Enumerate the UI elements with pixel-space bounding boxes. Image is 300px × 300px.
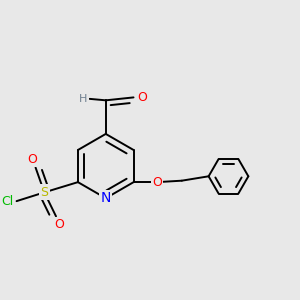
Text: O: O (27, 153, 37, 166)
Text: O: O (55, 218, 64, 231)
Text: H: H (79, 94, 87, 104)
Text: N: N (100, 191, 111, 205)
Text: Cl: Cl (2, 195, 14, 208)
Text: O: O (137, 91, 147, 104)
Text: O: O (152, 176, 162, 189)
Text: S: S (40, 186, 48, 199)
